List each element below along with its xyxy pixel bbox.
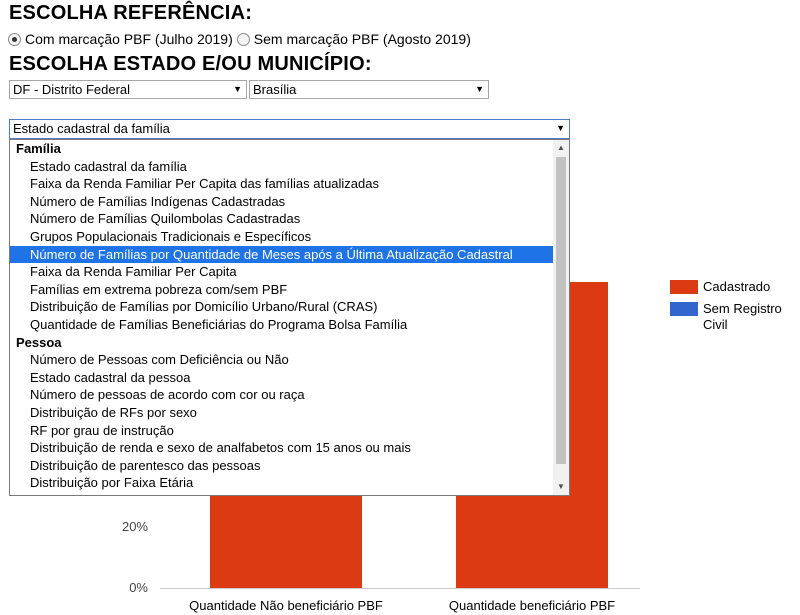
- uf-select[interactable]: DF - Distrito Federal ▼: [9, 80, 247, 99]
- scrollbar-thumb[interactable]: [556, 157, 566, 464]
- dropdown-option[interactable]: Distribuição de parentesco das pessoas: [30, 457, 261, 473]
- chevron-down-icon: ▼: [475, 84, 484, 94]
- bar-nao-beneficiario-cadastrado[interactable]: [210, 490, 362, 588]
- dropdown-option[interactable]: Estado cadastral da pessoa: [30, 369, 191, 385]
- dropdown-option[interactable]: Faixa da Renda Familiar Per Capita: [30, 264, 237, 280]
- dropdown-option[interactable]: Grupos Populacionais Tradicionais e Espe…: [30, 228, 312, 244]
- dropdown-scrollbar[interactable]: ▲ ▼: [553, 140, 569, 495]
- indicator-dropdown-list[interactable]: Família Estado cadastral da família Faixa …: [9, 139, 570, 496]
- dropdown-option[interactable]: Número de Pessoas com Deficiência ou Não: [30, 352, 289, 368]
- radio-com-marcacao[interactable]: [8, 32, 21, 46]
- dropdown-option[interactable]: Distribuição de renda e sexo de analfabe…: [30, 440, 411, 456]
- uf-select-value: DF - Distrito Federal: [13, 82, 131, 97]
- y-tick-label: 20%: [121, 519, 148, 534]
- dropdown-option[interactable]: Número de Famílias Indígenas Cadastradas: [30, 193, 286, 209]
- radio-sem-marcacao-label[interactable]: Sem marcação PBF (Agosto 2019): [253, 31, 471, 47]
- location-title: ESCOLHA ESTADO E/OU MUNICÍPIO:: [9, 53, 372, 75]
- radio-com-marcacao-label[interactable]: Com marcação PBF (Julho 2019): [25, 31, 233, 47]
- scroll-up-arrow-icon[interactable]: ▲: [557, 143, 565, 152]
- chart-legend: Cadastrado Sem Registro Civil: [670, 279, 798, 339]
- legend-item-sem-registro[interactable]: Sem Registro Civil: [670, 301, 798, 333]
- legend-item-cadastrado[interactable]: Cadastrado: [670, 279, 798, 295]
- legend-label: Sem Registro Civil: [703, 301, 782, 332]
- dropdown-option[interactable]: Distribuição de Famílias por Domicílio U…: [30, 299, 378, 315]
- legend-swatch: [670, 302, 698, 316]
- dropdown-option[interactable]: Número de Famílias por Quantidade de Mes…: [10, 245, 553, 264]
- chevron-down-icon: ▼: [556, 123, 565, 133]
- legend-swatch: [670, 280, 698, 294]
- dropdown-option[interactable]: Distribuição por Faixa Etária: [30, 475, 194, 491]
- optgroup-label: Pessoa: [16, 334, 62, 350]
- dropdown-option[interactable]: Número de Famílias Quilombolas Cadastrad…: [30, 211, 301, 227]
- dropdown-option[interactable]: Distribuição de RFs por sexo: [30, 404, 197, 420]
- municipio-select-value: Brasília: [253, 82, 297, 97]
- x-axis-line: [160, 588, 640, 589]
- dropdown-option[interactable]: Quantidade de Famílias Beneficiárias do …: [30, 316, 408, 332]
- optgroup-label: Família: [16, 141, 61, 156]
- municipio-select[interactable]: Brasília ▼: [249, 80, 489, 99]
- radio-sem-marcacao[interactable]: [236, 32, 250, 46]
- dropdown-option[interactable]: Faixa da Renda Familiar Per Capita das f…: [30, 176, 380, 192]
- x-tick-label: Quantidade beneficiário PBF: [448, 598, 616, 613]
- scroll-down-arrow-icon[interactable]: ▼: [557, 482, 565, 491]
- dropdown-option[interactable]: Estado cadastral da família: [30, 158, 187, 174]
- reference-radio-group: Com marcação PBF (Julho 2019) Sem marcaç…: [8, 31, 475, 47]
- indicator-select[interactable]: Estado cadastral da família ▼: [9, 119, 570, 139]
- indicator-select-value: Estado cadastral da família: [13, 121, 170, 136]
- chevron-down-icon: ▼: [233, 84, 242, 94]
- x-tick-label: Quantidade Não beneficiário PBF: [189, 598, 383, 613]
- y-tick-label: 0%: [129, 580, 148, 595]
- dropdown-option[interactable]: Número de pessoas de acordo com cor ou r…: [30, 387, 305, 403]
- legend-label: Cadastrado: [703, 279, 771, 294]
- dropdown-option[interactable]: RF por grau de instrução: [30, 422, 174, 438]
- indicator-options: Família Estado cadastral da família Faixa …: [10, 140, 553, 492]
- dropdown-option[interactable]: Famílias em extrema pobreza com/sem PBF: [30, 281, 288, 297]
- reference-title: ESCOLHA REFERÊNCIA:: [9, 2, 253, 24]
